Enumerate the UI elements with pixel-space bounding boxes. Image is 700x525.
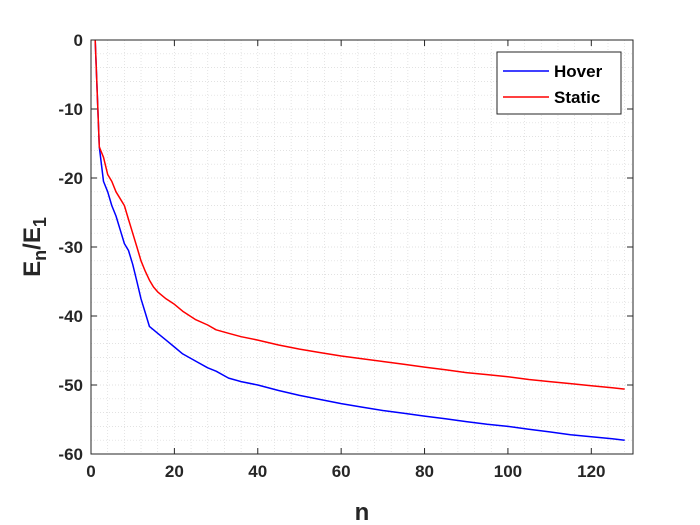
y-label-sub1: n <box>30 250 50 261</box>
y-label-sub2: 1 <box>30 217 50 227</box>
series-line-hover <box>94 39 625 441</box>
grid <box>91 40 633 454</box>
y-label-mid: /E <box>19 227 46 250</box>
x-tick-label: 40 <box>248 462 267 481</box>
x-axis-label: n <box>355 499 370 525</box>
y-tick-label: -50 <box>58 376 83 395</box>
y-tick-label: -40 <box>58 307 83 326</box>
x-tick-label: 20 <box>165 462 184 481</box>
x-tick-label: 60 <box>332 462 351 481</box>
y-label-main: E <box>19 261 46 277</box>
series-layer <box>94 39 625 441</box>
x-tick-label: 0 <box>86 462 95 481</box>
legend-box <box>496 51 622 115</box>
y-tick-label: -20 <box>58 169 83 188</box>
legend: Hover Static <box>496 51 622 115</box>
y-axis-label: En/E1 <box>19 217 50 277</box>
series-line-static <box>94 39 625 390</box>
x-tick-label: 120 <box>577 462 605 481</box>
y-tick-label: -60 <box>58 445 83 464</box>
y-tick-label: -30 <box>58 238 83 257</box>
y-tick-label: 0 <box>74 31 83 50</box>
axis-ticks: 0 20 40 60 80 100 120 0 -10 -20 -30 -40 -50 -60 <box>58 31 633 481</box>
legend-label-static: Static <box>554 88 600 107</box>
x-tick-label: 80 <box>415 462 434 481</box>
legend-label-hover: Hover <box>554 62 603 81</box>
y-tick-label: -10 <box>58 100 83 119</box>
x-tick-label: 100 <box>494 462 522 481</box>
